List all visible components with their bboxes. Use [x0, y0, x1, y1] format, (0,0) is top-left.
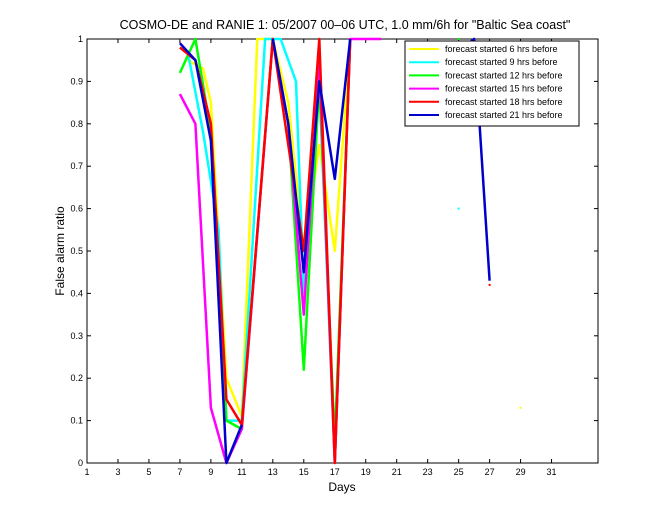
series-line	[178, 42, 243, 465]
x-tick-label: 7	[177, 467, 182, 477]
plot-area: 00.10.20.30.40.50.60.70.80.91 1 3 5 7 9 11 13 1…	[70, 34, 599, 477]
chart-title: COSMO-DE and RANIE 1: 05/2007 00–06 UTC,…	[120, 18, 571, 32]
x-tick-label: 5	[146, 467, 151, 477]
legend-label: forecast started 12 hrs before	[445, 70, 563, 80]
y-tick-label: 1	[78, 34, 83, 44]
data-point	[519, 406, 522, 409]
legend-label: forecast started 6 hrs before	[445, 44, 558, 54]
data-point	[457, 207, 460, 210]
legend: forecast started 6 hrs before forecast st…	[404, 40, 580, 127]
legend-label: forecast started 18 hrs before	[445, 97, 563, 107]
x-tick-label: 11	[237, 467, 246, 477]
x-tick-label: 23	[423, 467, 433, 477]
legend-label: forecast started 15 hrs before	[445, 84, 563, 94]
y-tick-label: 0.7	[70, 161, 83, 171]
x-tick-label: 13	[268, 467, 278, 477]
y-tick-label: 0.9	[70, 76, 83, 86]
y-tick-label: 0.5	[70, 246, 83, 256]
series-layer	[178, 37, 522, 465]
y-tick-label: 0.1	[70, 416, 83, 426]
x-tick-label: 9	[208, 467, 213, 477]
series-line	[179, 37, 352, 465]
x-tick-label: 15	[299, 467, 309, 477]
x-tick-label: 29	[516, 467, 526, 477]
legend-label: forecast started 9 hrs before	[445, 57, 558, 67]
x-tick-label: 25	[454, 467, 464, 477]
x-tick-label: 19	[361, 467, 371, 477]
y-tick-label: 0	[78, 458, 83, 468]
x-tick-label: 3	[115, 467, 120, 477]
y-axis: 0 0.1 0.2 0.3 0.4 0.5 0.6 0.7 0.8 0.9 1	[70, 34, 598, 468]
series-line	[271, 38, 352, 274]
y-tick-label: 0.8	[70, 119, 83, 129]
y-tick-label: 0.6	[70, 204, 83, 214]
legend-label: forecast started 21 hrs before	[445, 110, 563, 120]
data-point	[488, 283, 491, 286]
x-tick-label: 17	[330, 467, 340, 477]
y-axis-label: False alarm ratio	[53, 206, 67, 296]
x-axis-label: Days	[328, 480, 355, 494]
data-point	[457, 38, 460, 40]
legend-box	[404, 40, 580, 127]
y-tick-label: 0.2	[70, 373, 83, 383]
x-tick-label: 27	[485, 467, 495, 477]
x-tick-label: 1	[84, 467, 89, 477]
y-tick-label: 0.3	[70, 331, 83, 341]
x-tick-label: 31	[547, 467, 557, 477]
x-tick-label: 21	[392, 467, 402, 477]
x-axis: 1 3 5 7 9 11 13 15 17 19 21 23 25 27 29 31	[84, 39, 557, 477]
y-tick-label: 0.4	[70, 288, 83, 298]
